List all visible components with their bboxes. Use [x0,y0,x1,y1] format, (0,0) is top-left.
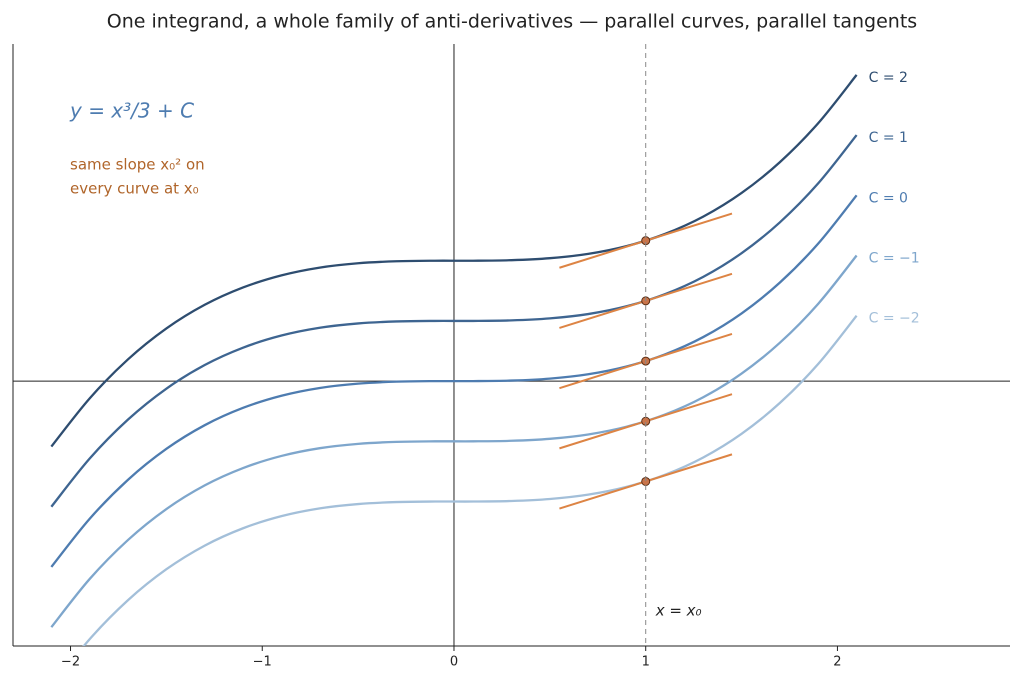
legend-label: C = 0 [869,190,908,206]
annotation: every curve at x₀ [70,180,199,198]
curve [50,194,858,568]
x0-label: x = x₀ [655,602,702,620]
legend-label: C = −1 [869,250,920,266]
curve [50,254,858,628]
plot-area [13,44,1010,646]
curve [50,74,858,448]
legend-label: C = 2 [869,70,908,86]
x-tick-label: −2 [61,655,80,670]
x-tick-label: 2 [833,655,841,670]
x-tick-label: −1 [253,655,272,670]
x-tick-label: 0 [450,655,458,670]
legend-label: C = −2 [869,311,920,327]
legend-label: C = 1 [869,130,908,146]
formula: y = x³/3 + C [69,99,194,123]
x-tick-label: 1 [642,655,650,670]
chart-title: One integrand, a whole family of anti-de… [107,11,917,33]
annotation: same slope x₀² on [70,156,205,174]
curve [82,314,858,646]
curve [50,134,858,508]
